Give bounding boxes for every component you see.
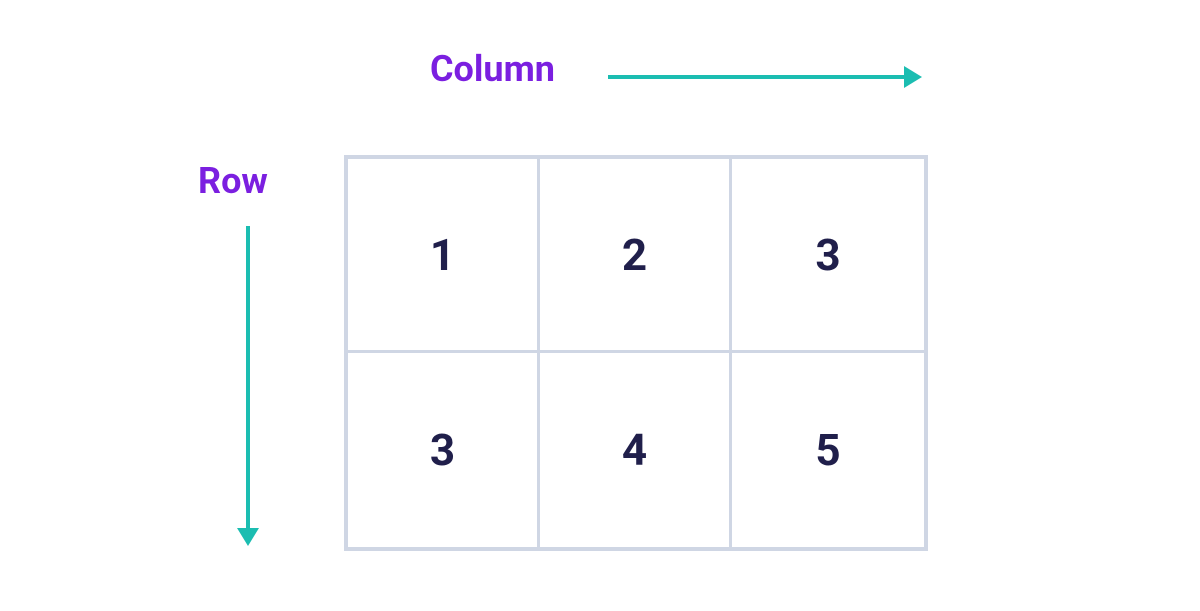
column-arrow-shaft <box>608 75 904 79</box>
grid-cell: 3 <box>732 159 924 353</box>
grid-cell: 5 <box>732 353 924 547</box>
diagram-stage: Column Row 123345 <box>0 0 1200 611</box>
grid-cell: 4 <box>540 353 732 547</box>
row-label: Row <box>198 160 268 202</box>
row-arrow-head <box>237 528 259 546</box>
grid-cell: 2 <box>540 159 732 353</box>
column-arrow-head <box>904 66 922 88</box>
column-arrow <box>608 66 922 88</box>
grid-cell: 1 <box>348 159 540 353</box>
row-arrow-shaft <box>246 226 250 528</box>
matrix-grid: 123345 <box>344 155 928 551</box>
grid-cell: 3 <box>348 353 540 547</box>
column-label: Column <box>430 48 555 90</box>
row-arrow <box>237 226 259 546</box>
